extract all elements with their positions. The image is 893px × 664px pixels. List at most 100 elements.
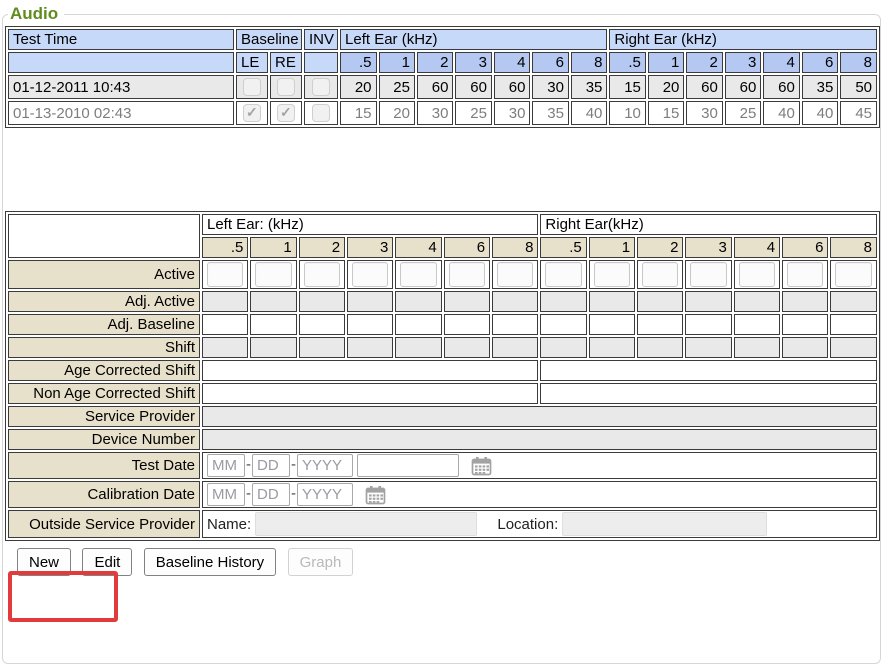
inv-checkbox[interactable] (312, 78, 331, 97)
inv-checkbox[interactable] (312, 104, 331, 123)
threshold-cell: 20 (340, 75, 377, 99)
test-date-day-input[interactable] (252, 454, 290, 477)
freq-header: 2 (298, 237, 346, 258)
active-threshold-input[interactable] (835, 262, 872, 287)
threshold-cell: 25 (724, 101, 762, 125)
outside-service-provider-row: Outside Service Provider Name: Location: (8, 510, 877, 538)
active-threshold-input[interactable] (352, 262, 389, 287)
edit-button[interactable]: Edit (82, 548, 133, 576)
empty-header-cell (304, 52, 339, 73)
baseline-re-checkbox[interactable] (277, 78, 295, 97)
new-button[interactable]: New (17, 548, 72, 576)
test-time-input[interactable] (357, 454, 460, 477)
active-threshold-input[interactable] (497, 262, 534, 287)
row-label-non-age-corrected-shift: Non Age Corrected Shift (8, 383, 200, 404)
active-threshold-input[interactable] (448, 262, 486, 287)
threshold-cell: 35 (532, 101, 569, 125)
freq-header: 6 (443, 237, 491, 258)
col-header-left-ear: Left Ear (kHz) (340, 29, 608, 50)
freq-header: 1 (250, 237, 297, 258)
row-label-adj-active: Adj. Active (8, 291, 200, 312)
freq-header: 3 (347, 237, 394, 258)
freq-header: 4 (733, 237, 781, 258)
active-threshold-input[interactable] (255, 262, 292, 287)
calibration-date-month-input[interactable] (207, 483, 245, 506)
audio-test-row-selected[interactable]: 01-12-2011 10:43 20 25 60 60 60 30 35 15… (8, 75, 877, 99)
threshold-cell: 40 (763, 101, 800, 125)
top-header-row-frequencies: LE RE .5 1 2 3 4 6 8 .5 1 2 3 4 6 8 (8, 52, 877, 73)
detail-header-row-frequencies: .5 1 2 3 4 6 8 .5 1 2 3 4 6 8 (8, 237, 877, 258)
calibration-date-cell: -- (202, 481, 877, 508)
outside-service-provider-cell: Name: Location: (202, 510, 877, 538)
active-threshold-input[interactable] (787, 262, 824, 287)
freq-header: 2 (686, 52, 723, 73)
detail-header-row-groups: Left Ear: (kHz) Right Ear(kHz) (8, 214, 877, 258)
audio-test-row[interactable]: 01-13-2010 02:43 15 20 30 25 30 35 40 10… (8, 101, 877, 125)
calibration-date-year-input[interactable] (297, 483, 353, 506)
active-threshold-input[interactable] (303, 262, 341, 287)
active-threshold-input[interactable] (690, 262, 727, 287)
threshold-cell: 60 (416, 75, 454, 99)
calendar-icon[interactable] (471, 456, 492, 476)
freq-header: .5 (609, 52, 646, 73)
threshold-cell: 10 (609, 101, 646, 125)
service-provider-row: Service Provider (8, 406, 877, 427)
threshold-cell: 30 (416, 101, 454, 125)
col-header-baseline: Baseline (236, 29, 303, 50)
active-threshold-input[interactable] (593, 262, 631, 287)
freq-header: 8 (492, 237, 539, 258)
threshold-cell: 15 (340, 101, 377, 125)
active-threshold-input[interactable] (545, 262, 582, 287)
freq-header: 4 (395, 237, 442, 258)
threshold-cell: 45 (840, 101, 877, 125)
freq-header: .5 (540, 237, 587, 258)
freq-header: 4 (763, 52, 800, 73)
row-label-outside-service-provider: Outside Service Provider (8, 510, 200, 538)
active-threshold-input[interactable] (642, 262, 679, 287)
freq-header: 1 (378, 52, 415, 73)
freq-header: .5 (340, 52, 377, 73)
threshold-cell: 25 (455, 101, 492, 125)
test-date-year-input[interactable] (297, 454, 353, 477)
threshold-cell: 60 (763, 75, 800, 99)
freq-header: 3 (455, 52, 492, 73)
active-threshold-input[interactable] (738, 262, 776, 287)
device-number-row: Device Number (8, 429, 877, 450)
button-bar: New Edit Baseline History Graph (17, 548, 880, 576)
osp-location-label: Location: (497, 515, 559, 533)
test-date-month-input[interactable] (207, 454, 245, 477)
baseline-re-checkbox[interactable] (277, 104, 295, 123)
shift-row: Shift (8, 337, 877, 358)
audio-section-title: Audio (10, 4, 59, 23)
row-label-adj-baseline: Adj. Baseline (8, 314, 200, 335)
audio-test-history-table: Test Time Baseline INV Left Ear (kHz) Ri… (5, 26, 880, 128)
age-corrected-left-cell (202, 360, 539, 381)
calendar-icon[interactable] (365, 485, 386, 505)
threshold-cell: 30 (493, 101, 531, 125)
freq-header: 6 (782, 237, 829, 258)
row-label-device-number: Device Number (8, 429, 200, 450)
audio-section: Audio Test Time Baseline INV Left Ear (k… (2, 4, 881, 664)
osp-name-input (255, 512, 478, 536)
test-date-row: Test Date -- (8, 452, 877, 479)
baseline-le-checkbox[interactable] (243, 104, 261, 123)
detail-left-ear-header: Left Ear: (kHz) (202, 214, 539, 235)
date-separator: - (291, 485, 296, 503)
threshold-cell: 25 (378, 75, 415, 99)
row-label-shift: Shift (8, 337, 200, 358)
baseline-history-button[interactable]: Baseline History (143, 548, 277, 576)
col-header-right-ear: Right Ear (kHz) (609, 29, 877, 50)
col-header-inv: INV (304, 29, 339, 50)
baseline-re-cell (270, 75, 303, 99)
baseline-le-cell (236, 75, 268, 99)
osp-location-input (562, 512, 768, 536)
calibration-date-day-input[interactable] (252, 483, 290, 506)
active-threshold-input[interactable] (400, 262, 437, 287)
freq-header: 4 (493, 52, 531, 73)
freq-header: 1 (588, 237, 636, 258)
non-age-corrected-right-cell (540, 383, 877, 404)
adj-baseline-row: Adj. Baseline (8, 314, 877, 335)
baseline-le-checkbox[interactable] (243, 78, 261, 97)
row-label-calibration-date: Calibration Date (8, 481, 200, 508)
active-threshold-input[interactable] (207, 262, 244, 287)
